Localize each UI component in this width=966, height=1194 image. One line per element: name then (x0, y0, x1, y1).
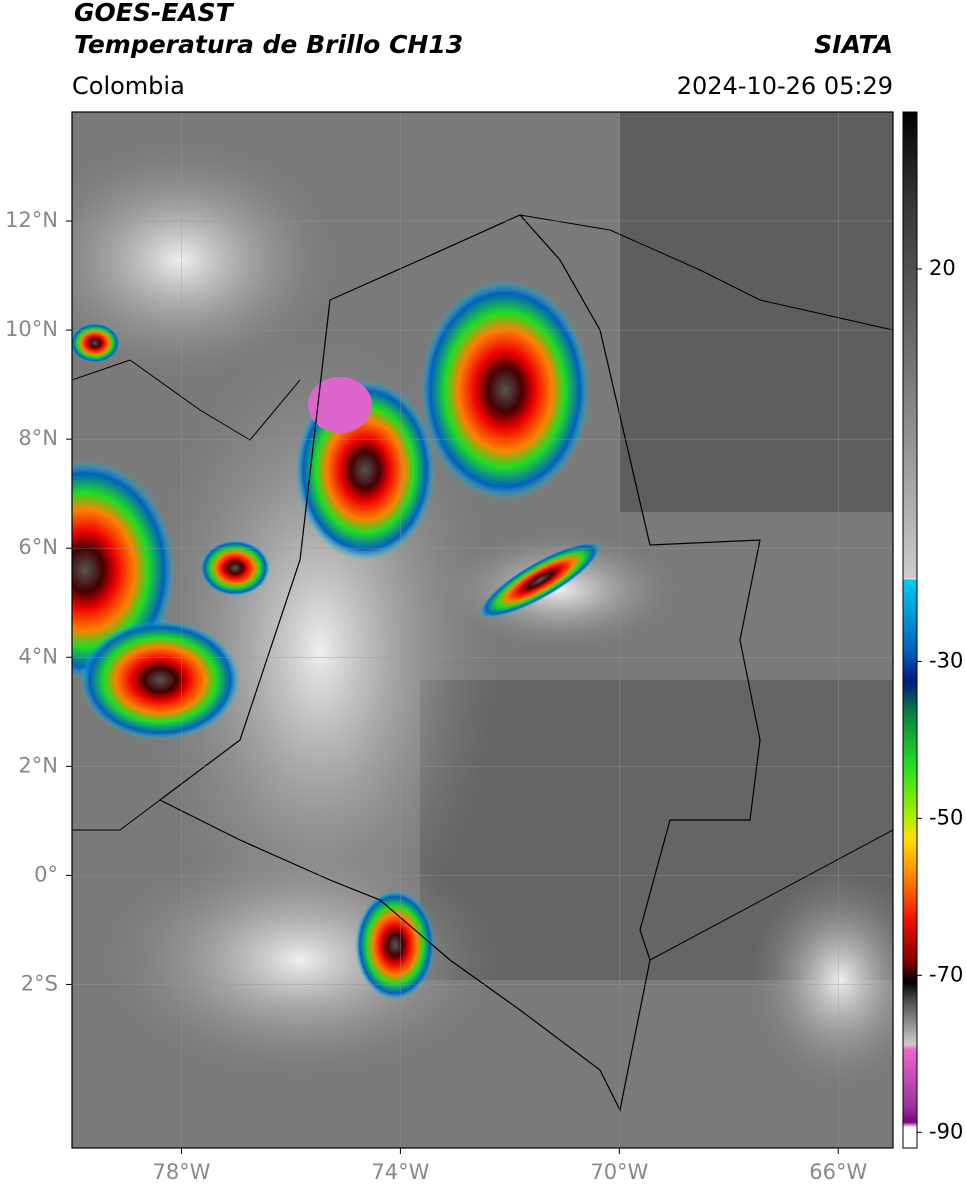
source: SIATA (814, 30, 893, 59)
lat-tick-label: 2°N (18, 753, 58, 777)
graticule (72, 112, 893, 1148)
colorbar-tick-label: -90 (929, 1119, 963, 1143)
country-border (158, 214, 761, 1112)
storm (80, 620, 240, 740)
lon-tick-label: 66°W (809, 1160, 867, 1184)
cloud (100, 840, 500, 1080)
colorbar-tick-label: -70 (929, 962, 963, 986)
cloud (750, 870, 893, 1090)
lat-tick-label: 4°N (18, 644, 58, 668)
timestamp: 2024-10-26 05:29 (677, 72, 893, 100)
cloud (72, 140, 340, 380)
region: Colombia (72, 72, 185, 100)
storm (420, 280, 590, 500)
lon-tick-label: 74°W (371, 1160, 429, 1184)
map-frame (71, 111, 894, 1149)
lon-tick-label: 78°W (152, 1160, 210, 1184)
storm (200, 540, 270, 596)
colorbar-tick-label: -30 (929, 648, 963, 672)
colorbar-tick-label: -50 (929, 805, 963, 829)
subtitle: Temperatura de Brillo CH13 (74, 30, 463, 59)
title: GOES-EAST (74, 0, 235, 27)
cloud (440, 530, 680, 650)
dark-region (620, 112, 893, 512)
coastline (72, 214, 893, 961)
lat-tick-label: 2°S (21, 971, 58, 995)
storm (355, 890, 435, 1000)
colorbar (902, 111, 918, 1149)
lat-tick-label: 6°N (18, 535, 58, 559)
lat-tick-label: 0° (34, 862, 58, 886)
overshooting-top (308, 377, 372, 433)
lon-tick-label: 70°W (590, 1160, 648, 1184)
lat-tick-label: 12°N (5, 208, 58, 232)
lat-tick-label: 8°N (18, 426, 58, 450)
storm (478, 541, 602, 619)
satellite-image (72, 112, 893, 1148)
colorbar-tick-label: 20 (929, 256, 956, 280)
storm (72, 323, 120, 363)
lat-tick-label: 10°N (5, 317, 58, 341)
